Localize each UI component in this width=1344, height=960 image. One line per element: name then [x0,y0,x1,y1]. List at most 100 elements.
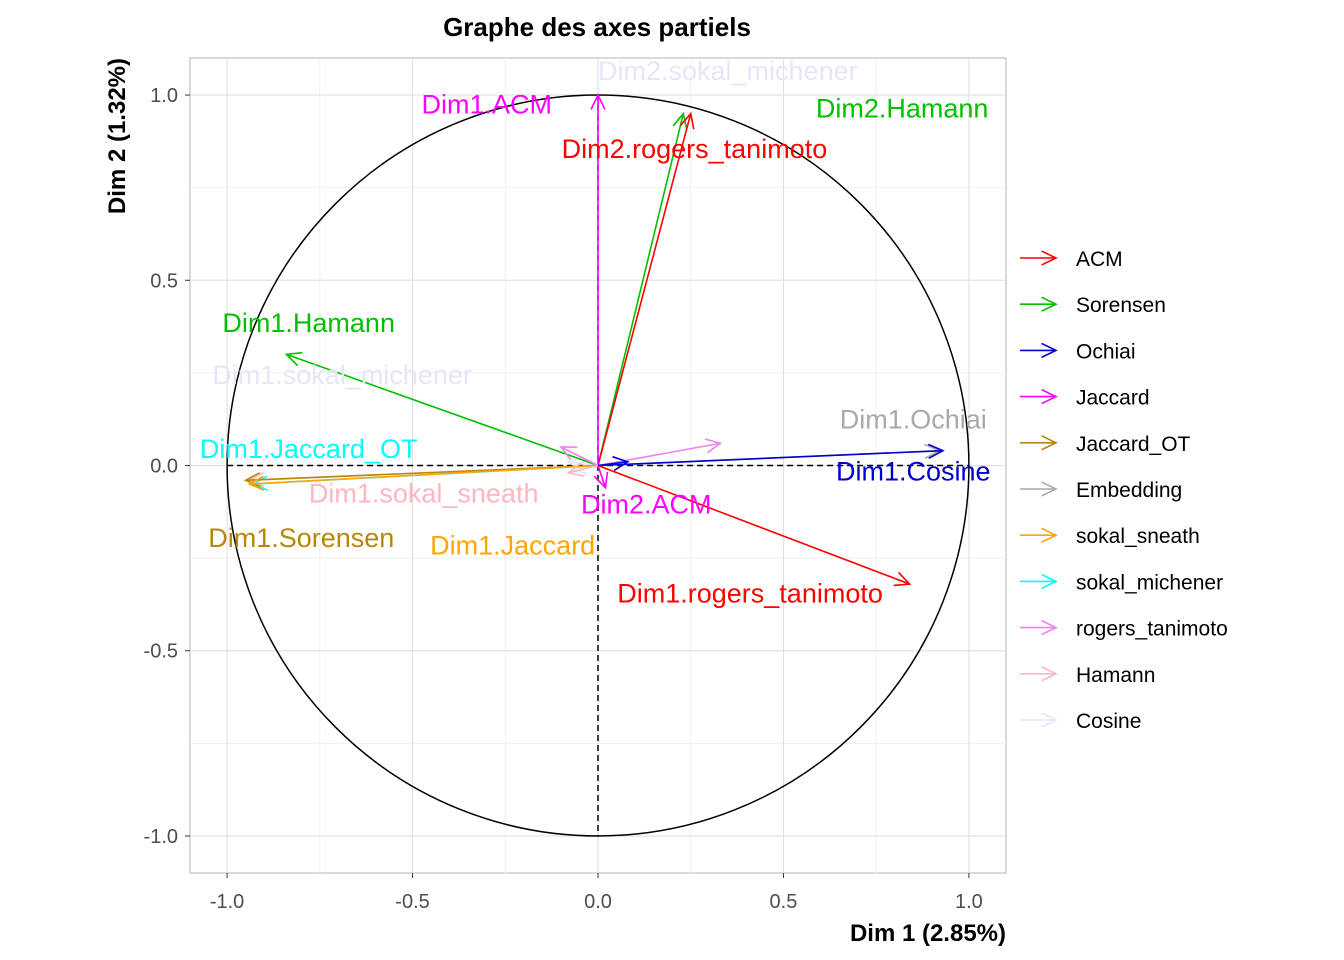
arrow-sokal_sneath-9 [247,464,599,491]
legend-item-sokal_sneath: sokal_sneath [1020,525,1200,548]
arrow-label: Dim1.Jaccard_OT [200,434,418,464]
arrow-head [243,472,261,488]
arrow-head [284,351,303,367]
legend-label: Embedding [1076,479,1182,502]
y-tick-label: 0.0 [150,456,178,478]
arrow-label: Dim1.Cosine [836,456,991,486]
arrow-label: Dim2.rogers_tanimoto [562,134,828,164]
arrow-head [612,455,630,472]
arrow-label: Dim1.rogers_tanimoto [617,579,883,609]
legend-label: Jaccard [1076,387,1150,410]
x-tick-label: 0.0 [584,891,612,913]
chart-title: Graphe des axes partiels [443,12,751,42]
legend-item-Jaccard_OT: Jaccard_OT [1020,433,1191,456]
arrow-ACM-3 [597,111,695,466]
x-axis-ticks: -1.0 -0.5 0.0 0.5 1.0 [210,873,983,913]
arrow-head [1041,296,1058,312]
arrow-label: Dim1.Jaccard [430,530,595,560]
y-axis-ticks: -1.0 -0.5 0.0 0.5 1.0 [144,85,190,848]
legend-item-Ochiai: Ochiai [1020,340,1136,363]
arrow-line [568,464,599,474]
legend-label: Ochiai [1076,340,1136,363]
arrow-head [1041,481,1058,497]
arrows [243,93,945,587]
arrow-line [597,113,685,466]
y-tick-label: 0.5 [150,270,178,292]
arrow-label: Dim2.ACM [581,490,712,520]
arrow-label: Dim2.Hamann [816,93,989,123]
x-tick-label: 0.5 [770,891,798,913]
x-axis-title: Dim 1 (2.85%) [850,920,1006,947]
arrow-head [1041,435,1058,451]
legend-item-Hamann: Hamann [1020,664,1155,687]
legend-label: Hamann [1076,664,1155,687]
arrow-head [590,93,606,110]
x-tick-label: -1.0 [210,891,244,913]
arrow-head [672,111,688,130]
legend-label: sokal_michener [1076,571,1223,594]
legend-label: Sorensen [1076,294,1166,317]
arrow-head [559,446,577,461]
arrow-head [566,462,585,477]
legend-label: rogers_tanimoto [1076,618,1228,641]
arrow-head [1041,619,1058,636]
arrow-head [927,443,945,459]
arrow-rogers_tanimoto-15 [559,446,599,467]
arrow-head [679,111,695,130]
legend-item-sokal_michener: sokal_michener [1020,571,1223,594]
arrow-line [597,464,910,585]
legend: ACM Sorensen Ochiai Jaccard Jaccard_OT Embedd… [1020,248,1228,733]
arrow-Ochiai-16 [597,455,630,472]
legend-item-Cosine: Cosine [1020,710,1141,733]
legend-item-ACM: ACM [1020,248,1123,271]
arrow-label: Dim2.sokal_michener [598,56,858,86]
arrow-label: Dim1.ACM [421,90,552,120]
legend-item-Jaccard: Jaccard [1020,387,1150,410]
arrow-line [560,446,599,467]
legend-label: Cosine [1076,710,1141,733]
arrow-head [1041,527,1058,543]
arrow-line [597,442,721,467]
arrow-label: Dim1.sokal_michener [212,360,472,390]
arrow-head [1041,388,1058,405]
arrow-label: Dim1.Sorensen [208,523,394,553]
legend-label: sokal_sneath [1076,525,1200,548]
legend-label: ACM [1076,248,1123,271]
y-tick-label: -0.5 [144,641,178,663]
y-tick-label: 1.0 [150,85,178,107]
x-tick-label: -0.5 [395,891,429,913]
legend-item-Sorensen: Sorensen [1020,294,1166,317]
arrow-Jaccard-4 [590,93,606,466]
legend-item-rogers_tanimoto: rogers_tanimoto [1020,618,1228,641]
arrow-head [1041,250,1058,266]
arrow-rogers_tanimoto-14 [597,438,723,467]
arrow-line [249,464,599,485]
arrow-line [568,461,599,467]
arrow-head [1041,342,1058,359]
arrow-label: Dim1.sokal_sneath [309,479,539,509]
legend-label: Jaccard_OT [1076,433,1191,456]
arrow-head [893,571,912,587]
arrow-Hamann-17 [566,462,599,477]
arrow-head [1041,666,1058,682]
arrow-head [593,471,609,490]
y-axis-title: Dim 2 (1.32%) [104,58,131,214]
arrow-Sorensen-5 [284,351,599,467]
arrow-line [597,113,692,466]
arrow-label: Dim1.Hamann [222,308,395,338]
y-tick-label: -1.0 [144,826,178,848]
arrow-Ochiai-11 [597,443,945,467]
arrow-head [1041,712,1058,728]
arrow-label: Dim1.Ochiai [840,404,987,434]
arrow-ACM-12 [597,464,912,587]
x-tick-label: 1.0 [955,891,983,913]
arrow-labels: Dim2.sokal_michener Dim1.sokal_michener Di… [200,56,991,608]
arrow-line [597,449,943,467]
arrow-head [704,438,723,454]
arrow-line [597,465,607,488]
arrow-line [597,461,628,467]
arrow-Jaccard-13 [593,465,609,490]
arrow-Sorensen-2 [597,111,688,466]
arrow-head [247,475,265,491]
